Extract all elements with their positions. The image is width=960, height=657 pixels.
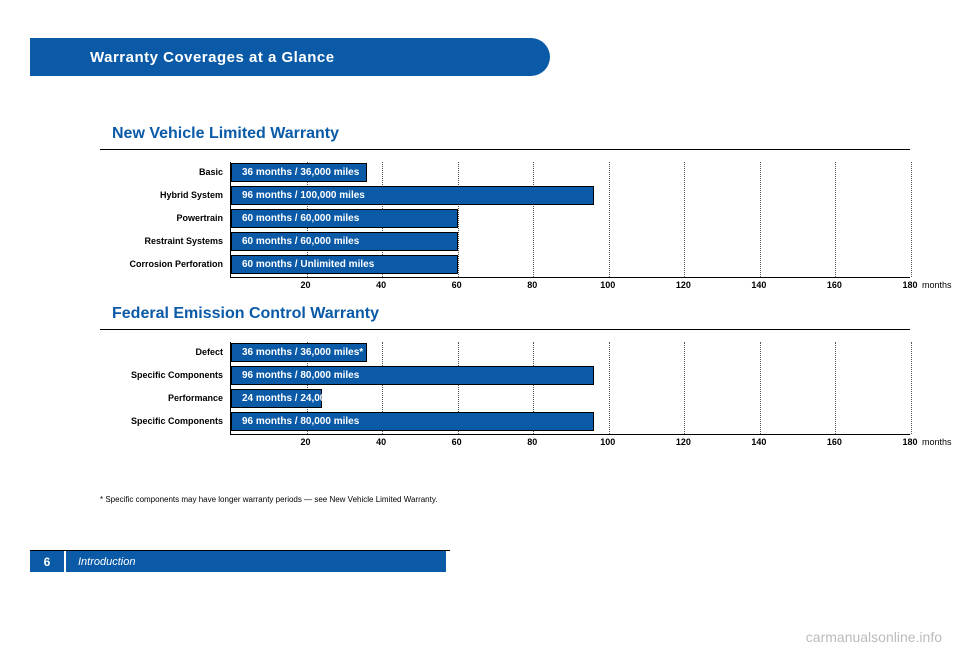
row-label: Basic [101, 162, 231, 183]
warranty-bar: 96 months / 100,000 miles [231, 186, 594, 205]
table-row: Specific Components96 months / 80,000 mi… [231, 411, 910, 432]
row-label: Specific Components [101, 411, 231, 432]
axis-tick: 40 [376, 437, 386, 447]
axis-tick: 80 [527, 280, 537, 290]
gridline [911, 342, 912, 434]
warranty-bar: 36 months / 36,000 miles [231, 163, 367, 182]
page-footer: 6 Introduction [30, 550, 450, 572]
axis-tick: 60 [452, 437, 462, 447]
table-row: Specific Components96 months / 80,000 mi… [231, 365, 910, 386]
axis-tick: 160 [827, 437, 842, 447]
axis-unit-label: months [922, 437, 952, 447]
warranty-bar: 60 months / 60,000 miles [231, 232, 458, 251]
axis-unit-label: months [922, 280, 952, 290]
warranty-section-2: Federal Emission Control Warranty Defect… [100, 305, 910, 453]
axis-tick: 120 [676, 280, 691, 290]
page-title: Warranty Coverages at a Glance [90, 49, 335, 66]
row-label: Performance [101, 388, 231, 409]
row-label: Powertrain [101, 208, 231, 229]
warranty-bar: 36 months / 36,000 miles* [231, 343, 367, 362]
axis-tick: 60 [452, 280, 462, 290]
x-axis: 20406080100120140160180months [230, 435, 910, 453]
axis-tick: 100 [600, 280, 615, 290]
gridline [911, 162, 912, 277]
footer-section-name: Introduction [66, 551, 446, 572]
warranty-bar: 24 months / 24,000 miles [231, 389, 322, 408]
axis-tick: 160 [827, 280, 842, 290]
table-row: Hybrid System96 months / 100,000 miles [231, 185, 910, 206]
axis-tick: 20 [301, 437, 311, 447]
bar-chart: Basic36 months / 36,000 milesHybrid Syst… [100, 149, 910, 296]
footnote: * Specific components may have longer wa… [100, 495, 437, 504]
axis-tick: 100 [600, 437, 615, 447]
bar-chart: Defect36 months / 36,000 miles*Specific … [100, 329, 910, 453]
warranty-bar: 60 months / Unlimited miles [231, 255, 458, 274]
warranty-bar: 96 months / 80,000 miles [231, 412, 594, 431]
axis-tick: 20 [301, 280, 311, 290]
row-label: Hybrid System [101, 185, 231, 206]
warranty-bar: 96 months / 80,000 miles [231, 366, 594, 385]
warranty-section-1: New Vehicle Limited Warranty Basic36 mon… [100, 125, 910, 296]
section-title: New Vehicle Limited Warranty [112, 125, 910, 143]
table-row: Corrosion Perforation60 months / Unlimit… [231, 254, 910, 275]
axis-tick: 180 [902, 280, 917, 290]
axis-tick: 80 [527, 437, 537, 447]
row-label: Specific Components [101, 365, 231, 386]
page-number: 6 [30, 551, 64, 572]
axis-tick: 120 [676, 437, 691, 447]
page-header: Warranty Coverages at a Glance [30, 38, 550, 76]
row-label: Restraint Systems [101, 231, 231, 252]
axis-tick: 140 [751, 280, 766, 290]
plot-area: Basic36 months / 36,000 milesHybrid Syst… [230, 162, 910, 278]
table-row: Defect36 months / 36,000 miles* [231, 342, 910, 363]
axis-tick: 180 [902, 437, 917, 447]
x-axis: 20406080100120140160180months [230, 278, 910, 296]
watermark: carmanualsonline.info [806, 629, 942, 645]
axis-tick: 140 [751, 437, 766, 447]
axis-tick: 40 [376, 280, 386, 290]
table-row: Basic36 months / 36,000 miles [231, 162, 910, 183]
plot-area: Defect36 months / 36,000 miles*Specific … [230, 342, 910, 435]
warranty-bar: 60 months / 60,000 miles [231, 209, 458, 228]
row-label: Corrosion Perforation [101, 254, 231, 275]
table-row: Performance24 months / 24,000 miles [231, 388, 910, 409]
table-row: Restraint Systems60 months / 60,000 mile… [231, 231, 910, 252]
section-title: Federal Emission Control Warranty [112, 305, 910, 323]
row-label: Defect [101, 342, 231, 363]
table-row: Powertrain60 months / 60,000 miles [231, 208, 910, 229]
